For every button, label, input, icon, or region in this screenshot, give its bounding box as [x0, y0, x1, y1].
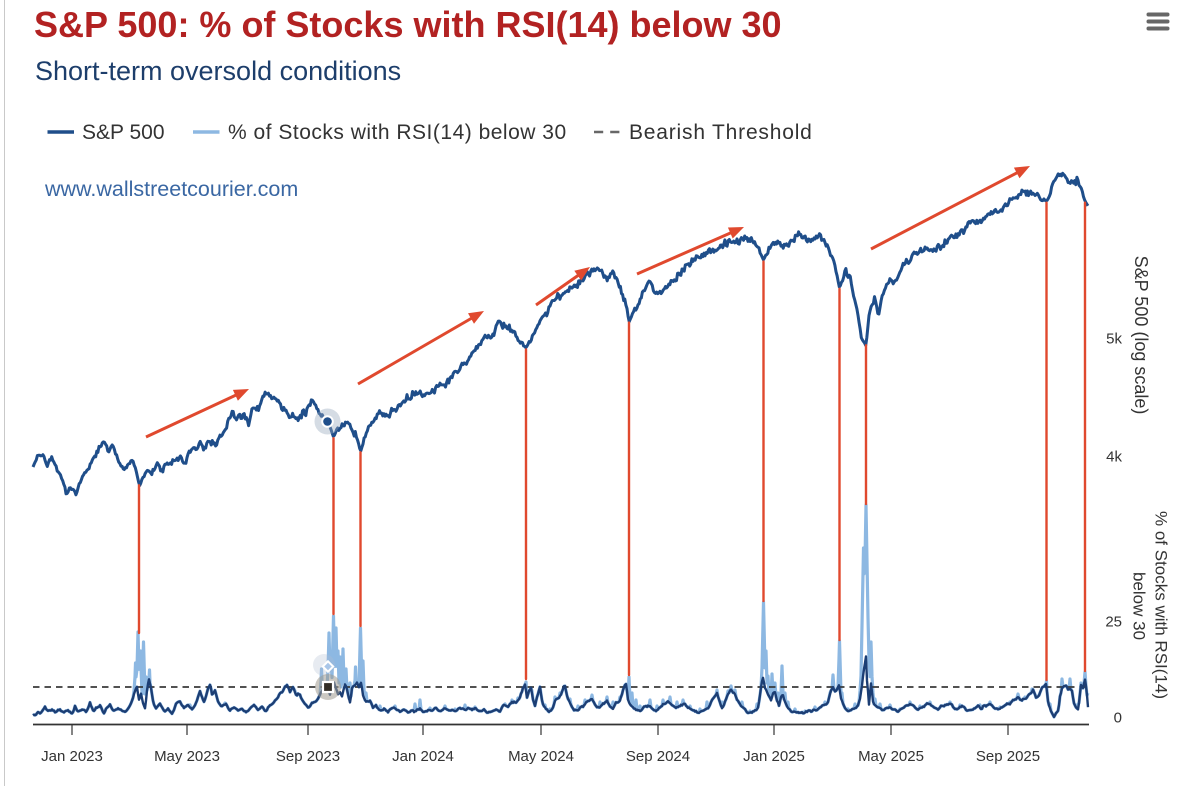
svg-text:25: 25 [1105, 614, 1122, 631]
svg-text:Jan 2024: Jan 2024 [392, 748, 454, 765]
svg-text:Sep 2025: Sep 2025 [976, 748, 1040, 765]
svg-text:0: 0 [1114, 710, 1122, 727]
svg-text:May 2024: May 2024 [508, 748, 574, 765]
svg-text:Jan 2025: Jan 2025 [743, 748, 805, 765]
svg-text:Jan 2023: Jan 2023 [41, 748, 103, 765]
svg-text:Sep 2024: Sep 2024 [626, 748, 690, 765]
svg-text:Bearish Threshold: Bearish Threshold [629, 121, 813, 144]
svg-text:S&P 500 (log scale): S&P 500 (log scale) [1131, 256, 1151, 415]
svg-text:Short-term oversold conditions: Short-term oversold conditions [35, 56, 401, 86]
svg-text:5k: 5k [1106, 331, 1122, 348]
svg-text:May 2023: May 2023 [154, 748, 220, 765]
svg-text:S&P 500: S&P 500 [82, 121, 165, 144]
svg-text:4k: 4k [1106, 449, 1122, 466]
svg-text:www.wallstreetcourier.com: www.wallstreetcourier.com [44, 177, 298, 201]
svg-text:% of Stocks with RSI(14) below: % of Stocks with RSI(14) below 30 [228, 121, 567, 144]
svg-text:S&P 500: % of Stocks with RSI(: S&P 500: % of Stocks with RSI(14) below … [34, 4, 782, 45]
svg-text:below 30: below 30 [1130, 572, 1149, 640]
svg-text:% of Stocks with RSI(14): % of Stocks with RSI(14) [1152, 511, 1171, 699]
svg-text:Sep 2023: Sep 2023 [276, 748, 340, 765]
svg-text:May 2025: May 2025 [858, 748, 924, 765]
